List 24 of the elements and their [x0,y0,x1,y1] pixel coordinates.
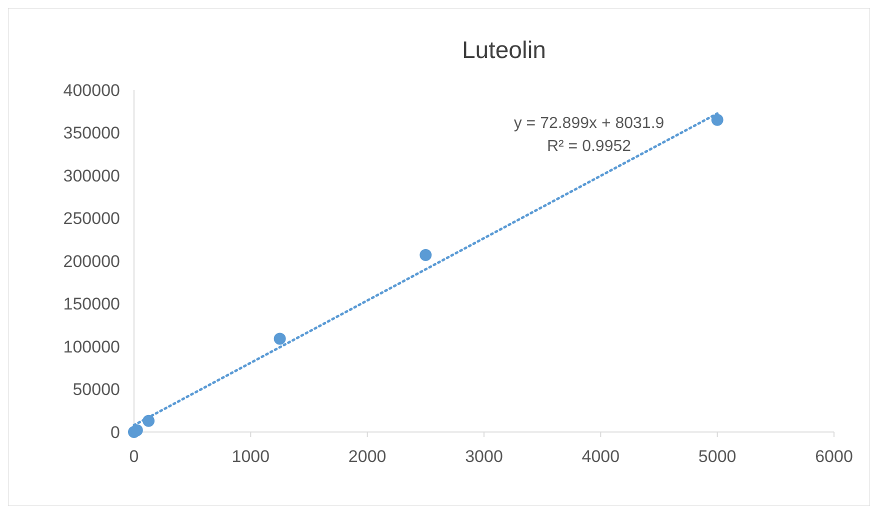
x-tick-label: 1000 [232,447,270,466]
y-tick-label: 250000 [63,209,120,228]
y-tick-label: 0 [110,422,120,442]
y-tick-label: 400000 [63,80,120,100]
x-tick-label: 4000 [582,447,620,466]
y-tick-label: 350000 [63,124,120,143]
x-tick-label: 3000 [465,447,503,466]
point [711,114,724,126]
point [130,424,143,436]
x-tick-label: 2000 [348,447,386,466]
annotation: R² = 0.9952 [546,138,632,155]
point [420,249,432,262]
y-tick-label: 150000 [63,294,120,314]
chart-title: Luteolin [462,37,546,64]
x-tick-label: 5000 [698,447,736,466]
y-tick-label: 50000 [72,380,120,400]
y-tick-label: 200000 [63,252,120,271]
annotation: y = 72.899x + 8031.9 [514,115,664,132]
x-tick-label: 6000 [815,447,853,466]
point [142,414,155,427]
y-tick-label: 300000 [63,166,120,186]
x-tick-label: 0 [129,447,139,466]
point [274,332,286,345]
y-tick-label: 100000 [63,337,120,356]
